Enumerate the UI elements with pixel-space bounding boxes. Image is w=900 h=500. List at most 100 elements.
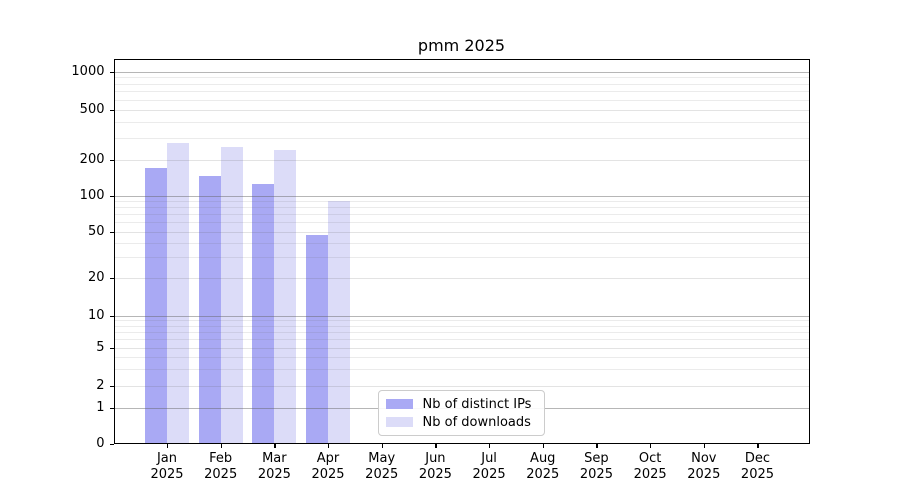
x-tick-month: Nov [691,451,717,466]
legend-swatch-downloads [385,417,413,427]
x-tick-month: Jun [425,451,446,466]
bar-feb-distinct-ips [198,175,221,444]
x-tick-month: Jul [481,451,497,466]
x-tick-mark [274,444,276,448]
x-tick-month: Mar [262,451,287,466]
gridline-minor [113,207,810,209]
gridline [113,348,810,349]
x-tick-mark [435,444,437,448]
x-tick-year: 2025 [311,466,345,482]
gridline-minor [113,77,810,79]
gridline [113,277,810,279]
x-tick-mark [381,444,383,448]
x-tick-label: Sep 2025 [560,451,632,482]
x-tick-year: 2025 [204,466,238,482]
legend-label-downloads: Nb of downloads [422,414,531,430]
gridline-minor [113,201,810,203]
chart-title: pmm 2025 [417,36,506,55]
x-tick-year: 2025 [150,466,184,482]
x-tick-year: 2025 [633,466,667,482]
gridline-minor [113,137,810,139]
gridline-minor [113,257,810,259]
y-tick-mark [109,196,114,198]
y-tick-mark [109,348,114,350]
x-tick-month: Aug [530,451,556,466]
gridline-minor [113,368,810,370]
y-tick-mark [109,407,114,409]
gridline-major [113,71,810,73]
gridline-minor [113,320,810,322]
bar-mar-downloads [274,150,297,444]
x-tick-mark [167,444,169,448]
y-tick-label: 200 [79,152,105,167]
y-tick-label: 50 [87,223,105,239]
gridline [113,231,810,233]
x-tick-label: Jul 2025 [453,451,525,482]
x-tick-mark [703,444,705,448]
x-tick-year: 2025 [687,466,721,482]
gridline-minor [113,339,810,341]
x-tick-label: May 2025 [346,451,418,482]
gridline-minor [113,332,810,334]
x-tick-mark [489,444,491,448]
gridline-minor [113,214,810,216]
gridline-minor [113,122,810,124]
bar-jan-distinct-ips [145,168,167,444]
plot-area: 0 1 2 5 10 20 50 100 200 500 1000 Jan 2025 Feb 2025 Mar… [71,59,810,482]
y-tick-label: 0 [96,436,105,451]
y-tick-label: 5 [96,340,105,355]
x-tick-label: Aug 2025 [507,451,579,482]
gridline-minor [113,325,810,327]
y-tick-label: 2 [96,377,105,393]
legend-item-distinct-ips: Nb of distinct IPs [385,396,536,412]
gridline [113,160,810,161]
y-tick-mark [109,160,114,162]
legend: Nb of distinct IPs Nb of downloads [377,390,545,436]
x-tick-month: Jan [156,451,178,466]
x-tick-year: 2025 [526,466,560,482]
gridline-minor [113,242,810,244]
y-tick-mark [109,444,114,446]
x-tick-year: 2025 [257,466,291,482]
x-tick-label: Feb 2025 [185,451,257,482]
y-tick-mark [109,385,114,387]
x-tick-mark [542,444,544,448]
x-tick-month: May [368,451,396,466]
bar-feb-downloads [220,146,243,444]
gridline [113,385,810,387]
gridline-minor [113,99,810,101]
y-tick-mark [109,231,114,233]
legend-swatch-distinct-ips [385,399,413,409]
y-tick-label: 10 [87,307,105,323]
gridline-major [113,196,810,197]
y-tick-label: 1000 [71,63,105,79]
y-tick-label: 100 [79,188,105,203]
x-tick-mark [220,444,222,448]
x-tick-mark [650,444,652,448]
x-tick-month: Sep [584,451,609,466]
x-tick-label: Jun 2025 [399,451,471,482]
bar-apr-distinct-ips [306,234,329,444]
x-tick-year: 2025 [579,466,613,482]
x-tick-label: Oct 2025 [614,451,686,482]
y-tick-label: 500 [79,102,105,117]
gridline-minor [113,222,810,224]
x-tick-label: Nov 2025 [668,451,740,482]
y-tick-label: 1 [96,399,105,415]
x-tick-month: Oct [638,451,662,466]
x-tick-month: Dec [744,451,771,466]
legend-label-distinct-ips: Nb of distinct IPs [422,396,532,412]
x-tick-month: Feb [209,451,233,466]
bar-apr-downloads [328,201,351,444]
x-tick-month: Apr [316,451,340,466]
y-tick-label: 20 [87,269,105,285]
bar-mar-distinct-ips [252,183,275,444]
y-tick-mark [109,277,114,279]
gridline-minor [113,83,810,85]
legend-item-downloads: Nb of downloads [385,414,536,430]
x-tick-label: Jan 2025 [131,451,203,482]
x-tick-mark [596,444,598,448]
x-tick-year: 2025 [472,466,506,482]
gridline-minor [113,357,810,359]
